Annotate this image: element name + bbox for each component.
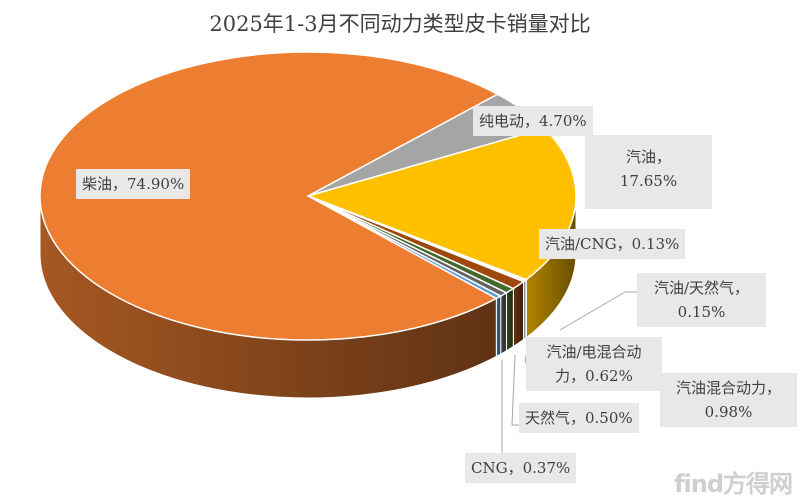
pie-slice-8 xyxy=(39,51,500,341)
pie-side-7 xyxy=(495,295,502,358)
pie-side-5 xyxy=(505,287,514,352)
data-label-cng: CNG，0.37% xyxy=(465,453,577,483)
data-label-natural-gas: 天然气，0.50% xyxy=(519,403,639,433)
chart-title: 2025年1-3月不同动力类型皮卡销量对比 xyxy=(209,12,591,36)
label-line: 0.98% xyxy=(704,403,753,421)
label-line: 0.15% xyxy=(677,303,726,321)
data-label-gasoline-electric-hybrid: 汽油/电混合动 力，0.62% xyxy=(526,337,662,391)
data-label-gasoline-cng: 汽油/CNG，0.13% xyxy=(539,229,686,259)
label-line: 汽油混合动力， xyxy=(675,379,781,397)
leader-line xyxy=(511,354,516,426)
pie-slice-1 xyxy=(305,127,577,281)
data-label-electric: 纯电动，4.70% xyxy=(473,106,593,136)
data-label-gasoline-natgas: 汽油/天然气， 0.15% xyxy=(637,273,766,327)
label-line: 汽油， xyxy=(625,148,671,166)
label-line: 汽油/天然气， xyxy=(653,279,750,297)
label-line: 17.65% xyxy=(619,172,678,190)
label-line: 汽油/电混合动 xyxy=(546,343,642,361)
leader-line xyxy=(559,291,626,331)
data-label-gasoline: 汽油， 17.65% xyxy=(585,135,712,209)
data-label-diesel: 柴油，74.90% xyxy=(76,169,191,199)
data-label-gasoline-hybrid: 汽油混合动力， 0.98% xyxy=(660,373,797,427)
label-line: 力，0.62% xyxy=(555,367,633,385)
pie-side-6 xyxy=(500,291,507,355)
watermark-logo: find方得网 xyxy=(674,470,793,498)
pie-side-4 xyxy=(512,280,525,348)
